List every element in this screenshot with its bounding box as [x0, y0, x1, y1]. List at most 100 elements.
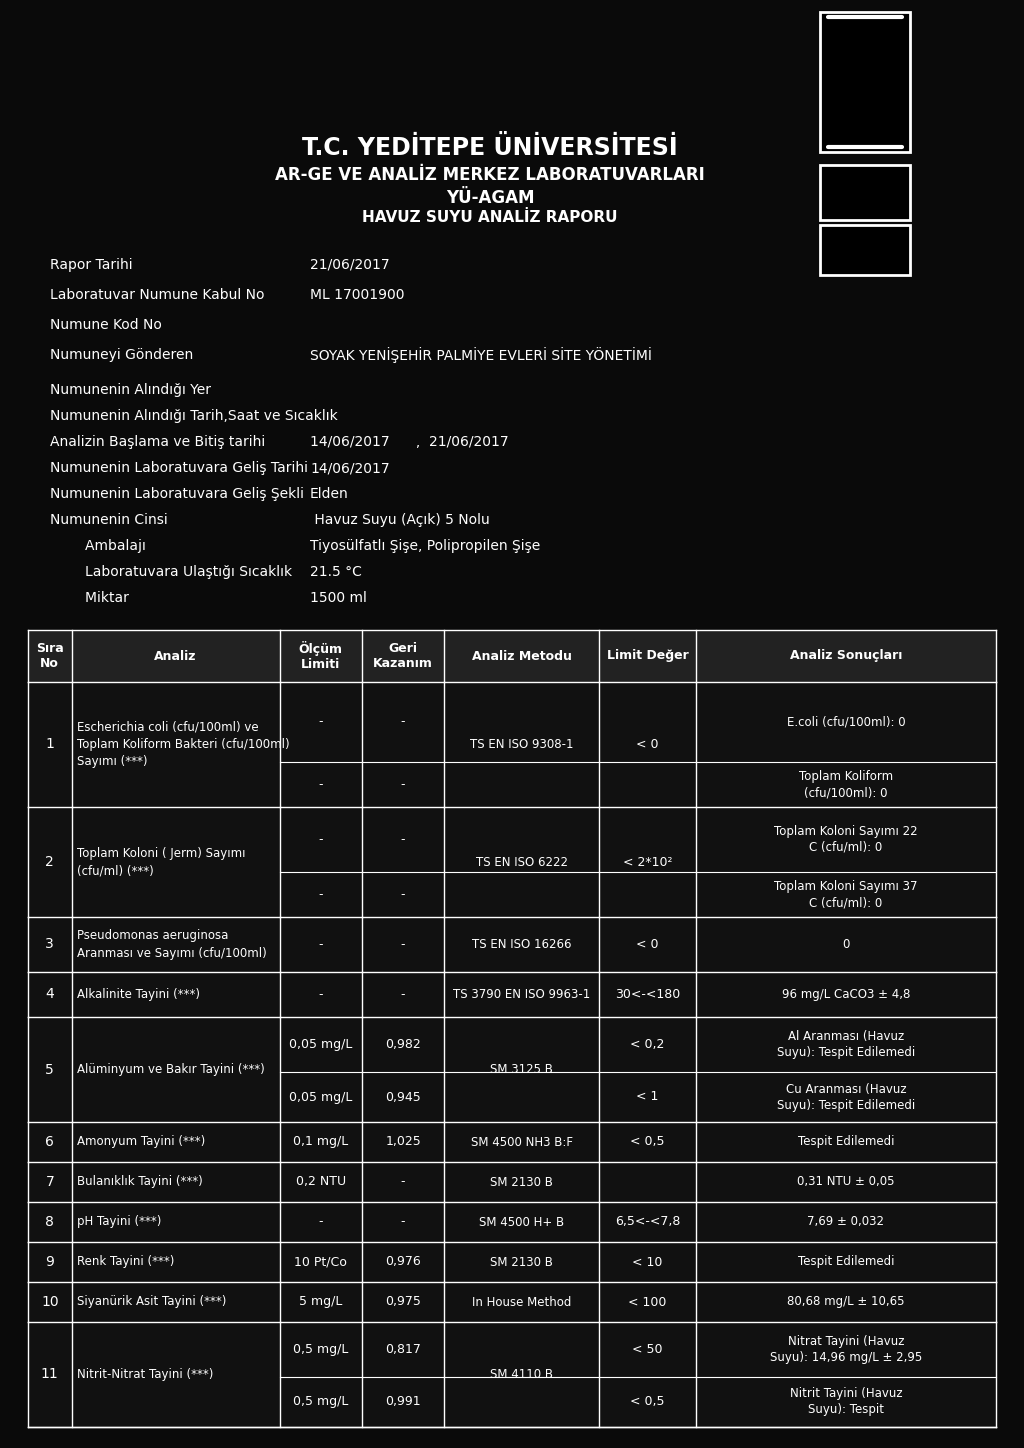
Text: SM 4500 H+ B: SM 4500 H+ B	[479, 1215, 564, 1228]
Text: 0,975: 0,975	[385, 1296, 421, 1309]
Bar	[820, 12, 910, 152]
Text: Nitrit-Nitrat Tayini (***): Nitrit-Nitrat Tayini (***)	[77, 1368, 213, 1381]
Text: Alüminyum ve Bakır Tayini (***): Alüminyum ve Bakır Tayini (***)	[77, 1063, 264, 1076]
Text: Escherichia coli (cfu/100ml) ve
Toplam Koliform Bakteri (cfu/100ml)
Sayımı (***): Escherichia coli (cfu/100ml) ve Toplam K…	[77, 721, 289, 767]
Text: Nitrat Tayini (Havuz
Suyu): 14,96 mg/L ± 2,95: Nitrat Tayini (Havuz Suyu): 14,96 mg/L ±…	[770, 1335, 922, 1364]
Bar	[820, 224, 910, 275]
Text: 21/06/2017: 21/06/2017	[310, 258, 389, 272]
Text: 0: 0	[843, 938, 850, 951]
Text: Laboratuvara Ulaştığı Sıcaklık: Laboratuvara Ulaştığı Sıcaklık	[50, 565, 292, 579]
Text: -: -	[318, 1215, 323, 1228]
Text: SM 4500 NH3 B:F: SM 4500 NH3 B:F	[471, 1135, 572, 1148]
Text: Numunenin Laboratuvara Geliş Şekli: Numunenin Laboratuvara Geliş Şekli	[50, 487, 304, 501]
Text: 0,5 mg/L: 0,5 mg/L	[293, 1396, 348, 1409]
Bar	[28, 1122, 996, 1161]
Text: Elden: Elden	[310, 487, 349, 501]
Text: -: -	[400, 988, 406, 1001]
Text: 0,05 mg/L: 0,05 mg/L	[289, 1090, 352, 1103]
Text: Toplam Koloni Sayımı 22
C (cfu/ml): 0: Toplam Koloni Sayımı 22 C (cfu/ml): 0	[774, 825, 918, 854]
Text: Nitrit Tayini (Havuz
Suyu): Tespit: Nitrit Tayini (Havuz Suyu): Tespit	[790, 1387, 902, 1416]
Text: Ölçüm
Limiti: Ölçüm Limiti	[299, 641, 343, 670]
Text: Bulanıklık Tayini (***): Bulanıklık Tayini (***)	[77, 1176, 203, 1189]
Text: 96 mg/L CaCO3 ± 4,8: 96 mg/L CaCO3 ± 4,8	[781, 988, 910, 1001]
Text: SM 2130 B: SM 2130 B	[490, 1176, 553, 1189]
Text: Toplam Koloni ( Jerm) Sayımı
(cfu/ml) (***): Toplam Koloni ( Jerm) Sayımı (cfu/ml) (*…	[77, 847, 245, 877]
Text: Renk Tayini (***): Renk Tayini (***)	[77, 1255, 174, 1268]
Bar	[28, 807, 996, 917]
Bar	[820, 165, 910, 220]
Text: 1,025: 1,025	[385, 1135, 421, 1148]
Text: -: -	[318, 778, 323, 791]
Text: 7,69 ± 0,032: 7,69 ± 0,032	[808, 1215, 885, 1228]
Bar	[28, 1322, 996, 1426]
Bar	[28, 1202, 996, 1242]
Text: Havuz Suyu (Açık) 5 Nolu: Havuz Suyu (Açık) 5 Nolu	[310, 513, 489, 527]
Bar	[28, 972, 996, 1016]
Bar	[28, 1242, 996, 1281]
Text: SOYAK YENİŞEHİR PALMİYE EVLERİ SİTE YÖNETİMİ: SOYAK YENİŞEHİR PALMİYE EVLERİ SİTE YÖNE…	[310, 348, 652, 363]
Text: Limit Değer: Limit Değer	[606, 650, 688, 663]
Text: 0,5 mg/L: 0,5 mg/L	[293, 1342, 348, 1355]
Text: 5 mg/L: 5 mg/L	[299, 1296, 342, 1309]
Text: 14/06/2017      ,  21/06/2017: 14/06/2017 , 21/06/2017	[310, 434, 509, 449]
Text: Laboratuvar Numune Kabul No: Laboratuvar Numune Kabul No	[50, 288, 264, 303]
Text: Toplam Koliform
(cfu/100ml): 0: Toplam Koliform (cfu/100ml): 0	[799, 770, 893, 799]
Text: 1500 ml: 1500 ml	[310, 591, 367, 605]
Text: 9: 9	[45, 1255, 54, 1268]
Bar	[28, 1281, 996, 1322]
Bar	[28, 682, 996, 807]
Text: -: -	[400, 1176, 406, 1189]
Text: < 100: < 100	[629, 1296, 667, 1309]
Text: < 0,5: < 0,5	[630, 1135, 665, 1148]
Text: 0,817: 0,817	[385, 1342, 421, 1355]
Text: Rapor Tarihi: Rapor Tarihi	[50, 258, 133, 272]
Text: Numune Kod No: Numune Kod No	[50, 319, 162, 332]
Text: 0,05 mg/L: 0,05 mg/L	[289, 1038, 352, 1051]
Text: Analiz Sonuçları: Analiz Sonuçları	[790, 650, 902, 663]
Text: Numuneyi Gönderen: Numuneyi Gönderen	[50, 348, 194, 362]
Bar	[28, 1161, 996, 1202]
Text: ML 17001900: ML 17001900	[310, 288, 404, 303]
Text: Cu Aranması (Havuz
Suyu): Tespit Edilemedi: Cu Aranması (Havuz Suyu): Tespit Edileme…	[777, 1083, 915, 1112]
Text: Amonyum Tayini (***): Amonyum Tayini (***)	[77, 1135, 205, 1148]
Text: Toplam Koloni Sayımı 37
C (cfu/ml): 0: Toplam Koloni Sayımı 37 C (cfu/ml): 0	[774, 880, 918, 909]
Text: 6,5<-<7,8: 6,5<-<7,8	[614, 1215, 680, 1228]
Text: 30<-<180: 30<-<180	[614, 988, 680, 1001]
Text: Tiyosülfatlı Şişe, Polipropilen Şişe: Tiyosülfatlı Şişe, Polipropilen Şişe	[310, 539, 541, 553]
Text: 80,68 mg/L ± 10,65: 80,68 mg/L ± 10,65	[787, 1296, 905, 1309]
Text: < 0: < 0	[636, 738, 658, 752]
Text: Geri
Kazanım: Geri Kazanım	[373, 641, 433, 670]
Text: Al Aranması (Havuz
Suyu): Tespit Edilemedi: Al Aranması (Havuz Suyu): Tespit Edileme…	[777, 1030, 915, 1058]
Text: 0,976: 0,976	[385, 1255, 421, 1268]
Text: -: -	[318, 833, 323, 846]
Text: SM 2130 B: SM 2130 B	[490, 1255, 553, 1268]
Text: 3: 3	[45, 937, 54, 951]
Text: -: -	[400, 715, 406, 728]
Text: T.C. YEDİTEPE ÜNİVERSİTESİ: T.C. YEDİTEPE ÜNİVERSİTESİ	[302, 136, 678, 159]
Text: 1: 1	[45, 737, 54, 752]
Text: -: -	[400, 1215, 406, 1228]
Text: 0,1 mg/L: 0,1 mg/L	[293, 1135, 348, 1148]
Text: HAVUZ SUYU ANALİZ RAPORU: HAVUZ SUYU ANALİZ RAPORU	[362, 210, 617, 226]
Text: TS EN ISO 16266: TS EN ISO 16266	[472, 938, 571, 951]
Text: TS EN ISO 6222: TS EN ISO 6222	[476, 856, 567, 869]
Text: < 0,2: < 0,2	[631, 1038, 665, 1051]
Text: 0,982: 0,982	[385, 1038, 421, 1051]
Text: 4: 4	[45, 988, 54, 1002]
Text: In House Method: In House Method	[472, 1296, 571, 1309]
Text: Sıra
No: Sıra No	[36, 641, 63, 670]
Text: SM 4110 B: SM 4110 B	[490, 1368, 553, 1381]
Text: < 0,5: < 0,5	[630, 1396, 665, 1409]
Text: < 50: < 50	[632, 1342, 663, 1355]
Text: 5: 5	[45, 1063, 54, 1076]
Text: Analiz: Analiz	[155, 650, 197, 663]
Text: Numunenin Cinsi: Numunenin Cinsi	[50, 513, 168, 527]
Text: Siyanürik Asit Tayini (***): Siyanürik Asit Tayini (***)	[77, 1296, 226, 1309]
Text: -: -	[400, 778, 406, 791]
Text: -: -	[318, 715, 323, 728]
Text: -: -	[400, 888, 406, 901]
Text: Alkalinite Tayini (***): Alkalinite Tayini (***)	[77, 988, 200, 1001]
Text: -: -	[318, 988, 323, 1001]
Text: Tespit Edilemedi: Tespit Edilemedi	[798, 1135, 894, 1148]
Text: 0,945: 0,945	[385, 1090, 421, 1103]
